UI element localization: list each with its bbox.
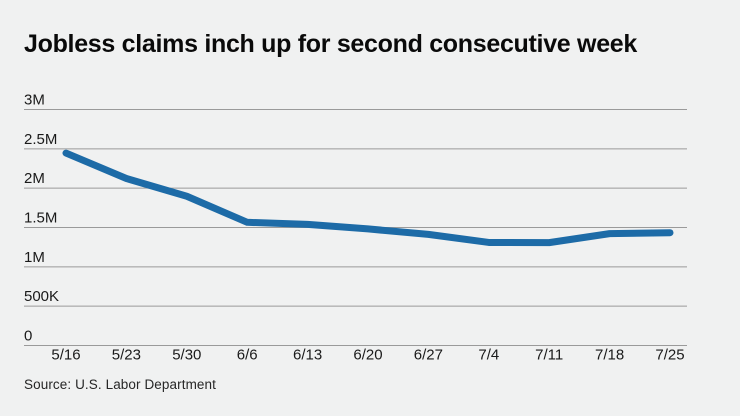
x-axis-tick-label: 5/23 xyxy=(112,347,141,364)
y-axis-tick-label: 1.5M xyxy=(24,210,57,227)
x-axis-tick-label: 7/25 xyxy=(655,347,684,364)
y-axis-tick-label: 3M xyxy=(24,92,45,109)
y-axis-tick-label: 2.5M xyxy=(24,131,57,148)
x-axis-tick-label: 7/18 xyxy=(595,347,624,364)
y-axis-tick-label: 1M xyxy=(24,249,45,266)
jobless-claims-series-line xyxy=(62,149,674,247)
x-axis-tick-label: 5/30 xyxy=(172,347,201,364)
x-axis-tick-label: 7/4 xyxy=(478,347,499,364)
y-axis-tick-label: 0 xyxy=(24,328,32,345)
chart-title: Jobless claims inch up for second consec… xyxy=(24,30,638,58)
x-axis-tick-label: 7/11 xyxy=(535,347,563,364)
x-axis-tick-label: 5/16 xyxy=(51,347,80,364)
x-axis-tick-label: 6/20 xyxy=(353,347,382,364)
y-axis-tick-label: 2M xyxy=(24,170,45,187)
source-note: Source: U.S. Labor Department xyxy=(24,377,216,392)
x-axis-tick-label: 6/13 xyxy=(293,347,322,364)
y-axis-tick-label: 500K xyxy=(24,288,59,305)
x-axis-tick-label: 6/27 xyxy=(414,347,443,364)
x-axis-tick-label: 6/6 xyxy=(237,347,258,364)
